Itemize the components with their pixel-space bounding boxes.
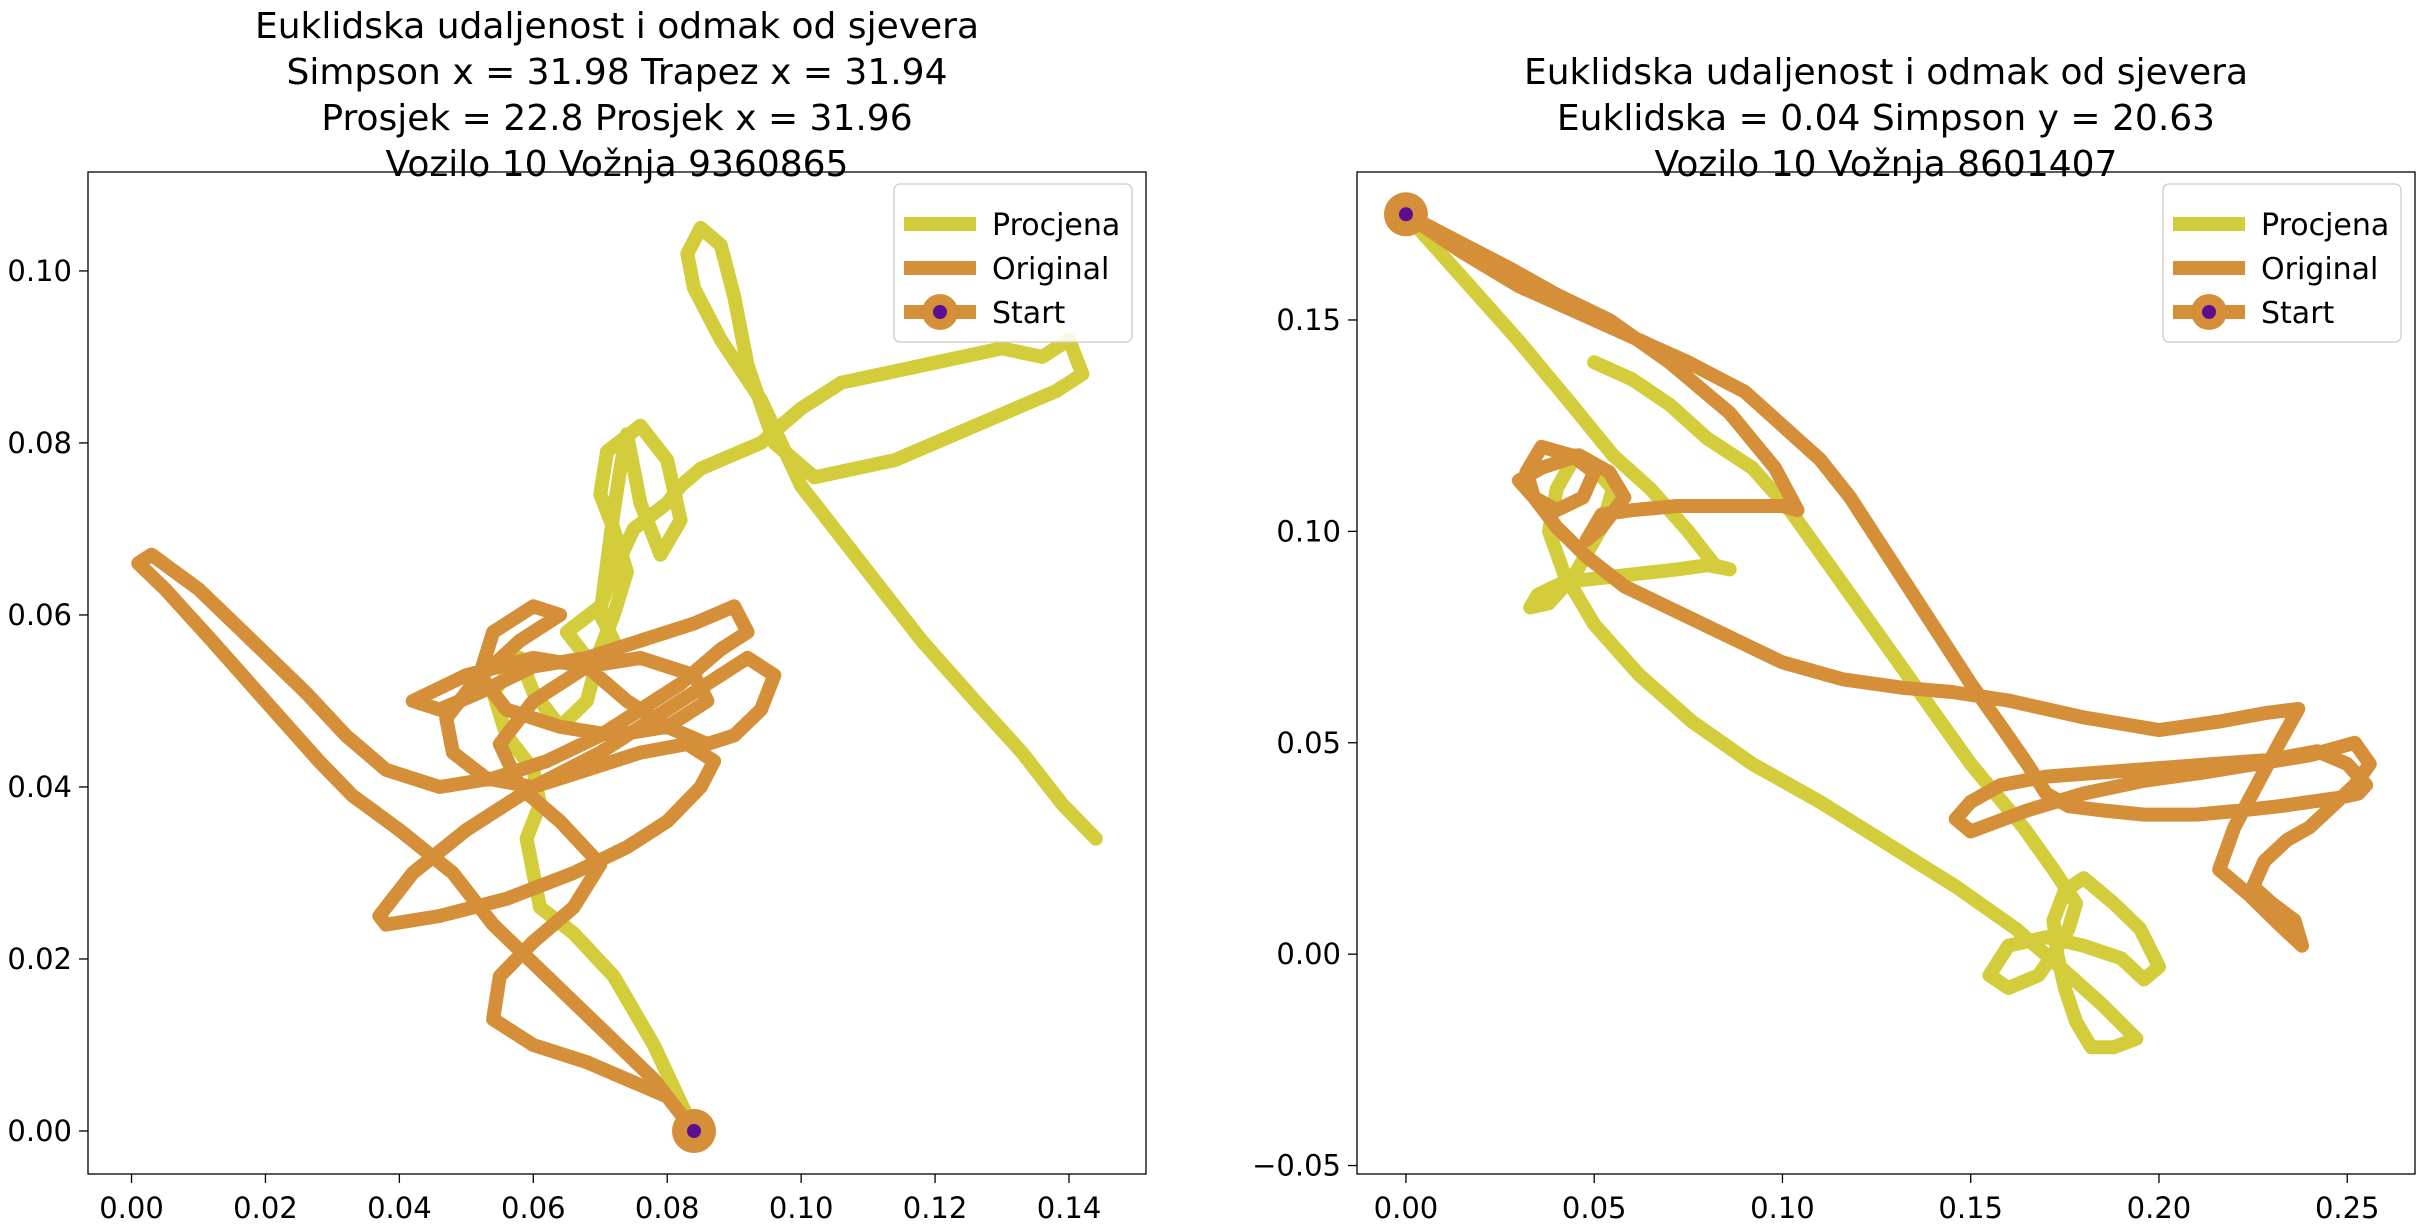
x-tick-label: 0.02 — [233, 1191, 298, 1225]
legend-label: Procjena — [992, 208, 1120, 243]
x-tick-label: 0.08 — [635, 1191, 700, 1225]
x-tick-label: 0.25 — [2315, 1191, 2380, 1225]
x-tick-label: 0.04 — [367, 1191, 432, 1225]
plot-right: Euklidska udaljenost i odmak od sjevera E… — [1252, 52, 2416, 1225]
chart-title-line: Euklidska udaljenost i odmak od sjevera — [1524, 52, 2248, 93]
y-tick-label: 0.06 — [7, 598, 72, 632]
y-tick-label: 0.08 — [7, 426, 72, 460]
y-tick-label: 0.00 — [1276, 937, 1341, 971]
y-tick-label: 0.00 — [7, 1114, 72, 1148]
legend-label: Procjena — [2261, 208, 2389, 243]
x-tick-label: 0.14 — [1037, 1191, 1102, 1225]
y-tick-label: 0.15 — [1276, 303, 1341, 337]
legend: Procjena Original Start — [2162, 183, 2402, 343]
legend-label: Start — [2261, 296, 2335, 331]
legend-start-marker-center — [2202, 305, 2216, 319]
chart-title-line: Euklidska = 0.04 Simpson y = 20.63 — [1557, 98, 2215, 139]
axes-frame — [1356, 171, 2416, 1175]
y-tick-label: 0.02 — [7, 942, 72, 976]
x-tick-label: 0.00 — [99, 1191, 164, 1225]
start-marker-center — [687, 1123, 702, 1138]
chart-title-line: Vozilo 10 Vožnja 8601407 — [1655, 144, 2118, 185]
plot-left: Euklidska udaljenost i odmak od sjevera S… — [7, 6, 1147, 1225]
x-tick-label: 0.15 — [1938, 1191, 2003, 1225]
series-line-original — [131, 547, 782, 1138]
chart-title-line: Simpson x = 31.98 Trapez x = 31.94 — [287, 52, 948, 93]
x-tick-label: 0.12 — [903, 1191, 968, 1225]
start-marker-center — [1398, 207, 1413, 222]
legend-label: Start — [992, 296, 1066, 331]
y-tick-label: 0.05 — [1276, 726, 1341, 760]
y-tick-label: 0.04 — [7, 770, 72, 804]
axes-frame — [87, 171, 1147, 1175]
y-tick-label: 0.10 — [1276, 514, 1341, 548]
series-line-original — [1398, 207, 2377, 953]
legend-start-marker-center — [933, 305, 947, 319]
legend-label: Original — [2261, 252, 2378, 287]
x-tick-label: 0.00 — [1374, 1191, 1439, 1225]
legend-label: Original — [992, 252, 1109, 287]
series-line-procjena — [486, 220, 1103, 1138]
y-tick-label: −0.05 — [1252, 1149, 1341, 1183]
chart-title-line: Vozilo 10 Vožnja 9360865 — [386, 144, 849, 185]
series-line-procjena — [1398, 207, 2166, 1055]
x-tick-label: 0.05 — [1562, 1191, 1627, 1225]
chart-title-line: Prosjek = 22.8 Prosjek x = 31.96 — [321, 98, 912, 139]
x-tick-label: 0.20 — [2127, 1191, 2192, 1225]
legend: Procjena Original Start — [893, 183, 1133, 343]
x-tick-label: 0.10 — [1750, 1191, 1815, 1225]
x-tick-label: 0.10 — [769, 1191, 834, 1225]
x-tick-label: 0.06 — [501, 1191, 566, 1225]
y-tick-label: 0.10 — [7, 254, 72, 288]
chart-title-line: Euklidska udaljenost i odmak od sjevera — [255, 6, 979, 47]
